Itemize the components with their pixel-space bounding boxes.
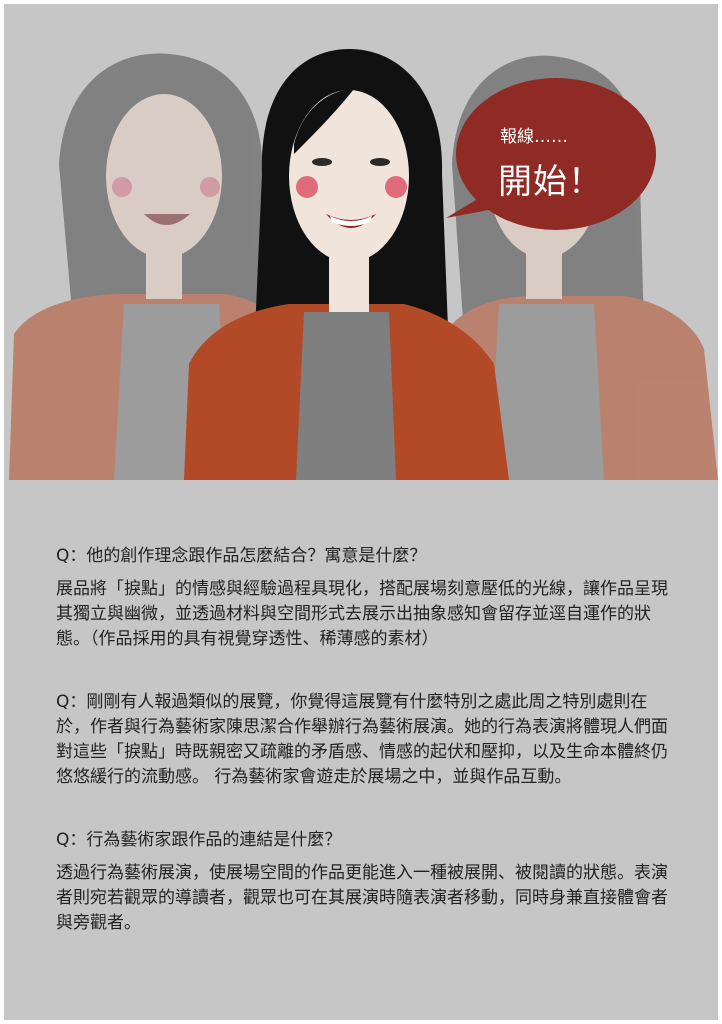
speech-bubble [446,78,656,230]
answer-text: 透過行為藝術展演，使展場空間的作品更能進入一種被展開、被閱讀的狀態。表演者則宛若… [56,863,668,933]
qa-block: Q：他的創作理念跟作品怎麼結合？寓意是什麼？ 展品將「捩點」的情感與經驗過程具現… [56,544,676,652]
comic-page: 報線…… 開始！ Q：他的創作理念跟作品怎麼結合？寓意是什麼？ 展品將「捩點」的… [4,4,718,1020]
answer-text: 展品將「捩點」的情感與經驗過程具現化，搭配展場刻意壓低的光線，讓作品呈現其獨立與… [56,579,668,649]
answer-text: Q：剛剛有人報過類似的展覽，你覺得這展覽有什麼特別之處此周之特別處則在於，作者與… [56,692,668,787]
qa-block: Q：行為藝術家跟作品的連結是什麼？ 透過行為藝術展演，使展場空間的作品更能進入一… [56,828,676,936]
interview-text: Q：他的創作理念跟作品怎麼結合？寓意是什麼？ 展品將「捩點」的情感與經驗過程具現… [56,544,676,974]
qa-block: Q：剛剛有人報過類似的展覽，你覺得這展覽有什麼特別之處此周之特別處則在於，作者與… [56,690,676,790]
bubble-big-text: 開始！ [498,162,603,202]
question-text: Q：行為藝術家跟作品的連結是什麼？ [56,830,342,850]
performer-illustration [9,49,718,480]
main-figure [184,49,509,480]
illustration-panel: 報線…… 開始！ [4,4,718,480]
question-text: Q：他的創作理念跟作品怎麼結合？寓意是什麼？ [56,546,427,566]
bubble-small-text: 報線…… [500,127,568,147]
